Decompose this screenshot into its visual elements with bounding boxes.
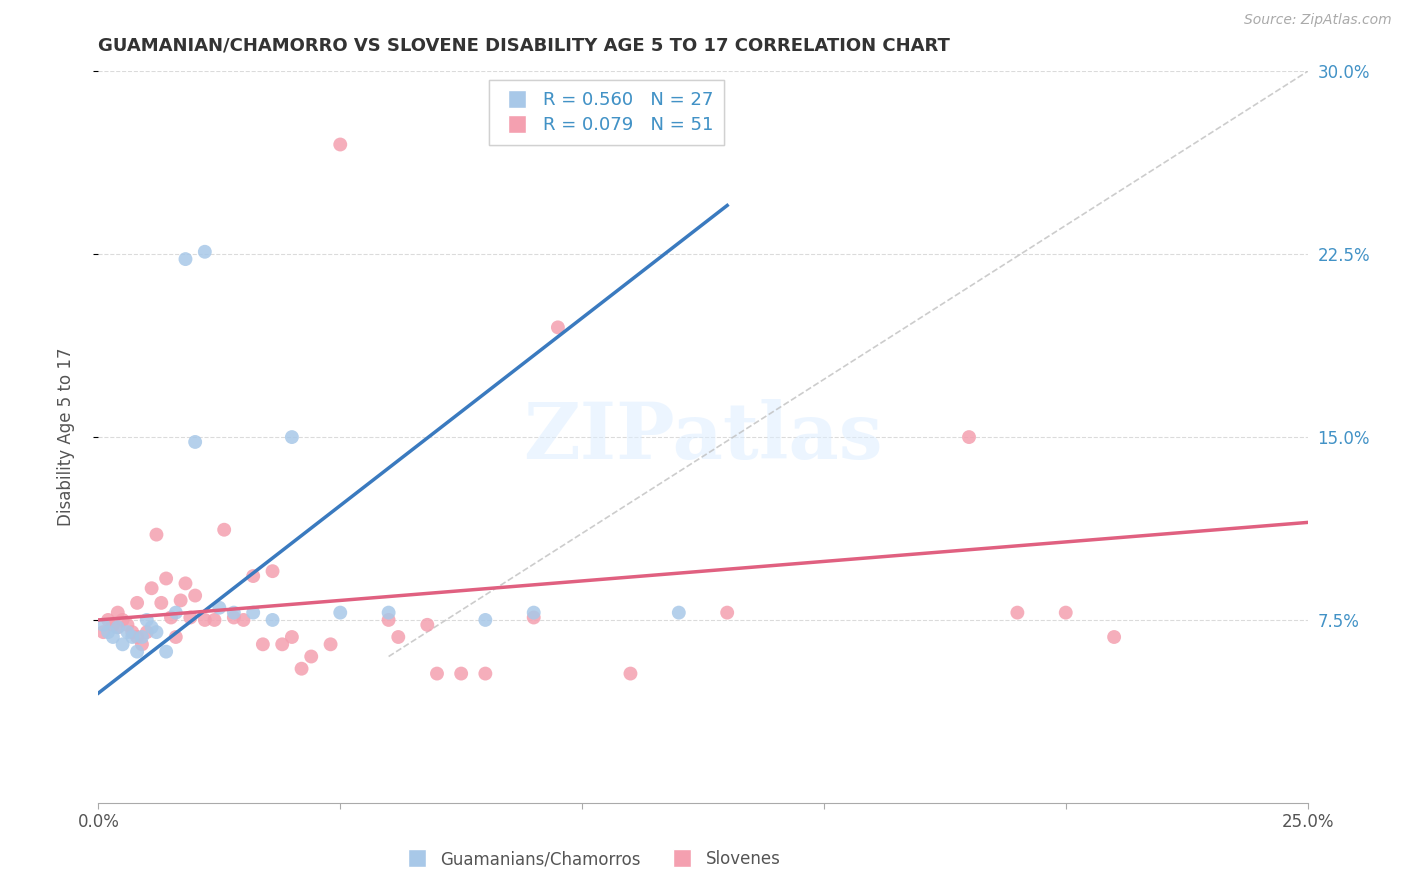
Point <box>165 630 187 644</box>
Point <box>377 606 399 620</box>
Y-axis label: Disability Age 5 to 17: Disability Age 5 to 17 <box>56 348 75 526</box>
Point <box>281 630 304 644</box>
Point <box>141 581 163 595</box>
Point <box>155 572 177 586</box>
Point <box>121 625 143 640</box>
Point <box>329 137 352 152</box>
Point <box>957 430 980 444</box>
Point <box>242 606 264 620</box>
Point <box>101 630 124 644</box>
Point <box>141 620 163 634</box>
Point <box>716 606 738 620</box>
Point <box>127 596 149 610</box>
Point <box>97 625 120 640</box>
Point <box>91 625 114 640</box>
Point <box>184 589 207 603</box>
Point <box>242 569 264 583</box>
Point <box>262 613 284 627</box>
Point <box>319 637 342 651</box>
Point <box>299 649 322 664</box>
Point <box>222 610 245 624</box>
Point <box>127 645 149 659</box>
Point <box>91 617 114 632</box>
Point <box>523 610 546 624</box>
Point <box>387 630 409 644</box>
Point <box>111 613 134 627</box>
Point <box>329 606 352 620</box>
Point <box>252 637 274 651</box>
Point <box>179 610 201 624</box>
Point <box>174 252 197 266</box>
Point <box>117 625 139 640</box>
Point <box>290 662 312 676</box>
Point <box>160 610 183 624</box>
Point <box>145 527 167 541</box>
Point <box>416 617 439 632</box>
Legend: R = 0.560   N = 27, R = 0.079   N = 51: R = 0.560 N = 27, R = 0.079 N = 51 <box>488 80 724 145</box>
Point <box>474 666 496 681</box>
Point <box>145 625 167 640</box>
Point <box>1007 606 1029 620</box>
Point <box>426 666 449 681</box>
Point <box>523 606 546 620</box>
Point <box>135 625 157 640</box>
Text: ZIPatlas: ZIPatlas <box>523 399 883 475</box>
Point <box>117 617 139 632</box>
Point <box>107 620 129 634</box>
Text: GUAMANIAN/CHAMORRO VS SLOVENE DISABILITY AGE 5 TO 17 CORRELATION CHART: GUAMANIAN/CHAMORRO VS SLOVENE DISABILITY… <box>98 37 950 54</box>
Point <box>111 637 134 651</box>
Point <box>107 606 129 620</box>
Point <box>194 244 217 259</box>
Point <box>165 606 187 620</box>
Point <box>281 430 304 444</box>
Point <box>377 613 399 627</box>
Text: Source: ZipAtlas.com: Source: ZipAtlas.com <box>1244 13 1392 28</box>
Point <box>619 666 641 681</box>
Point <box>121 630 143 644</box>
Point <box>450 666 472 681</box>
Point <box>155 645 177 659</box>
Point <box>131 630 153 644</box>
Point <box>204 613 226 627</box>
Point <box>150 596 173 610</box>
Point <box>668 606 690 620</box>
Point <box>107 620 129 634</box>
Point <box>127 630 149 644</box>
Point <box>212 523 235 537</box>
Point <box>271 637 294 651</box>
Legend: Guamanians/Chamorros, Slovenes: Guamanians/Chamorros, Slovenes <box>394 844 787 875</box>
Point <box>131 637 153 651</box>
Point <box>222 606 245 620</box>
Point <box>547 320 569 334</box>
Point <box>101 617 124 632</box>
Point <box>1393 669 1406 683</box>
Point <box>232 613 254 627</box>
Point <box>208 600 231 615</box>
Point <box>262 564 284 578</box>
Point <box>97 613 120 627</box>
Point <box>1102 630 1125 644</box>
Point <box>135 613 157 627</box>
Point <box>474 613 496 627</box>
Point <box>1054 606 1077 620</box>
Point <box>174 576 197 591</box>
Point <box>184 434 207 449</box>
Point <box>194 613 217 627</box>
Point <box>169 593 191 607</box>
